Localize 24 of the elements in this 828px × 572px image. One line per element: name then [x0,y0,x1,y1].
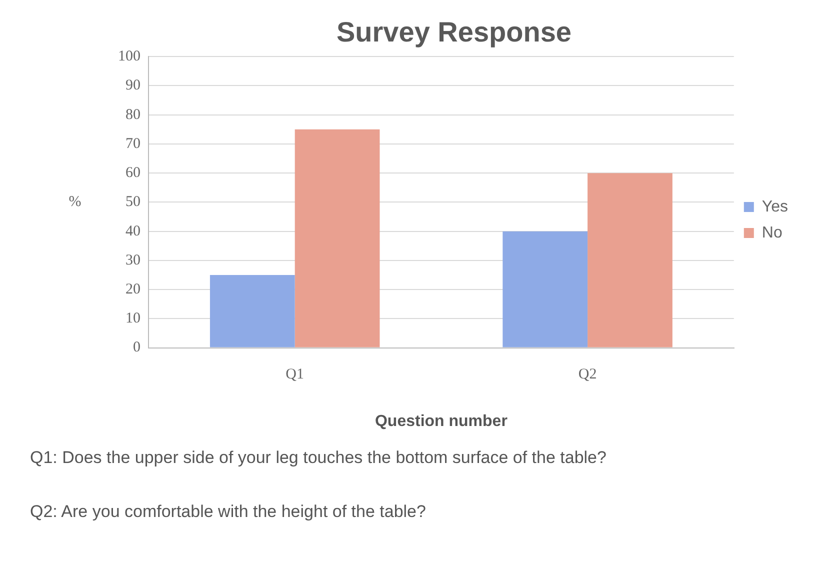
y-tick-label: 90 [126,78,140,94]
legend-label: No [762,224,782,242]
y-axis-title: % [68,194,82,210]
bar [294,129,380,348]
legend-label: Yes [762,198,788,216]
x-tick-label: Q1 [286,366,304,383]
y-tick-label: 40 [126,223,140,240]
y-tick-label: 20 [126,281,140,298]
x-tick-label: Q2 [578,366,597,383]
bar [210,275,295,348]
y-tick-label: 60 [126,165,140,182]
chart-title: Survey Response [336,16,572,48]
text: Q2: Are you comfortable with the height of the table? [30,502,427,522]
y-tick-label: 70 [126,136,140,152]
x-axis-title: Question number [374,412,508,430]
y-tick-label: 80 [126,106,140,123]
bar [588,173,672,348]
y-tick-label: 10 [126,310,140,327]
y-tick-label: 100 [118,48,140,65]
bar [502,231,588,348]
y-tick-label: 50 [126,194,140,210]
text: Q1: Does the upper side of your leg touches the bottom surface of the table? [30,448,606,468]
y-tick-label: 0 [133,340,140,356]
y-tick-label: 30 [126,252,140,268]
